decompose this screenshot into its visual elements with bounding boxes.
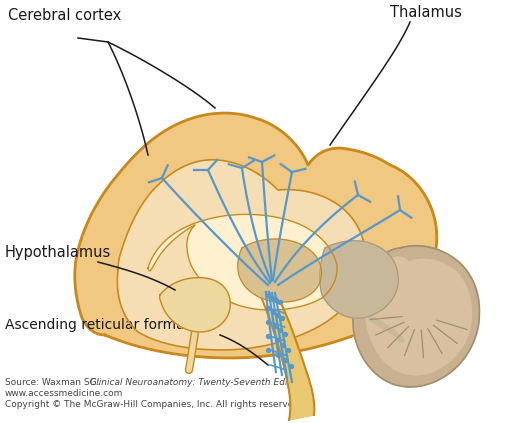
Polygon shape [353, 246, 479, 387]
Text: Clinical Neuroanatomy: Twenty-Seventh Edition:: Clinical Neuroanatomy: Twenty-Seventh Ed… [90, 378, 308, 387]
Polygon shape [238, 239, 321, 302]
Polygon shape [320, 241, 398, 318]
Text: www.accessmedicine.com: www.accessmedicine.com [5, 389, 123, 398]
Text: Source: Waxman SG:: Source: Waxman SG: [5, 378, 102, 387]
Polygon shape [160, 277, 230, 332]
Text: Copyright © The McGraw-Hill Companies, Inc. All rights reserved.: Copyright © The McGraw-Hill Companies, I… [5, 400, 302, 409]
Polygon shape [75, 113, 437, 358]
Polygon shape [366, 257, 472, 375]
Text: Cerebral cortex: Cerebral cortex [8, 8, 121, 23]
Polygon shape [118, 160, 366, 350]
Text: Thalamus: Thalamus [390, 5, 462, 20]
Text: Hypothalamus: Hypothalamus [5, 245, 111, 260]
Polygon shape [148, 214, 337, 310]
Text: Ascending reticular formation: Ascending reticular formation [5, 318, 211, 332]
Polygon shape [258, 285, 315, 420]
